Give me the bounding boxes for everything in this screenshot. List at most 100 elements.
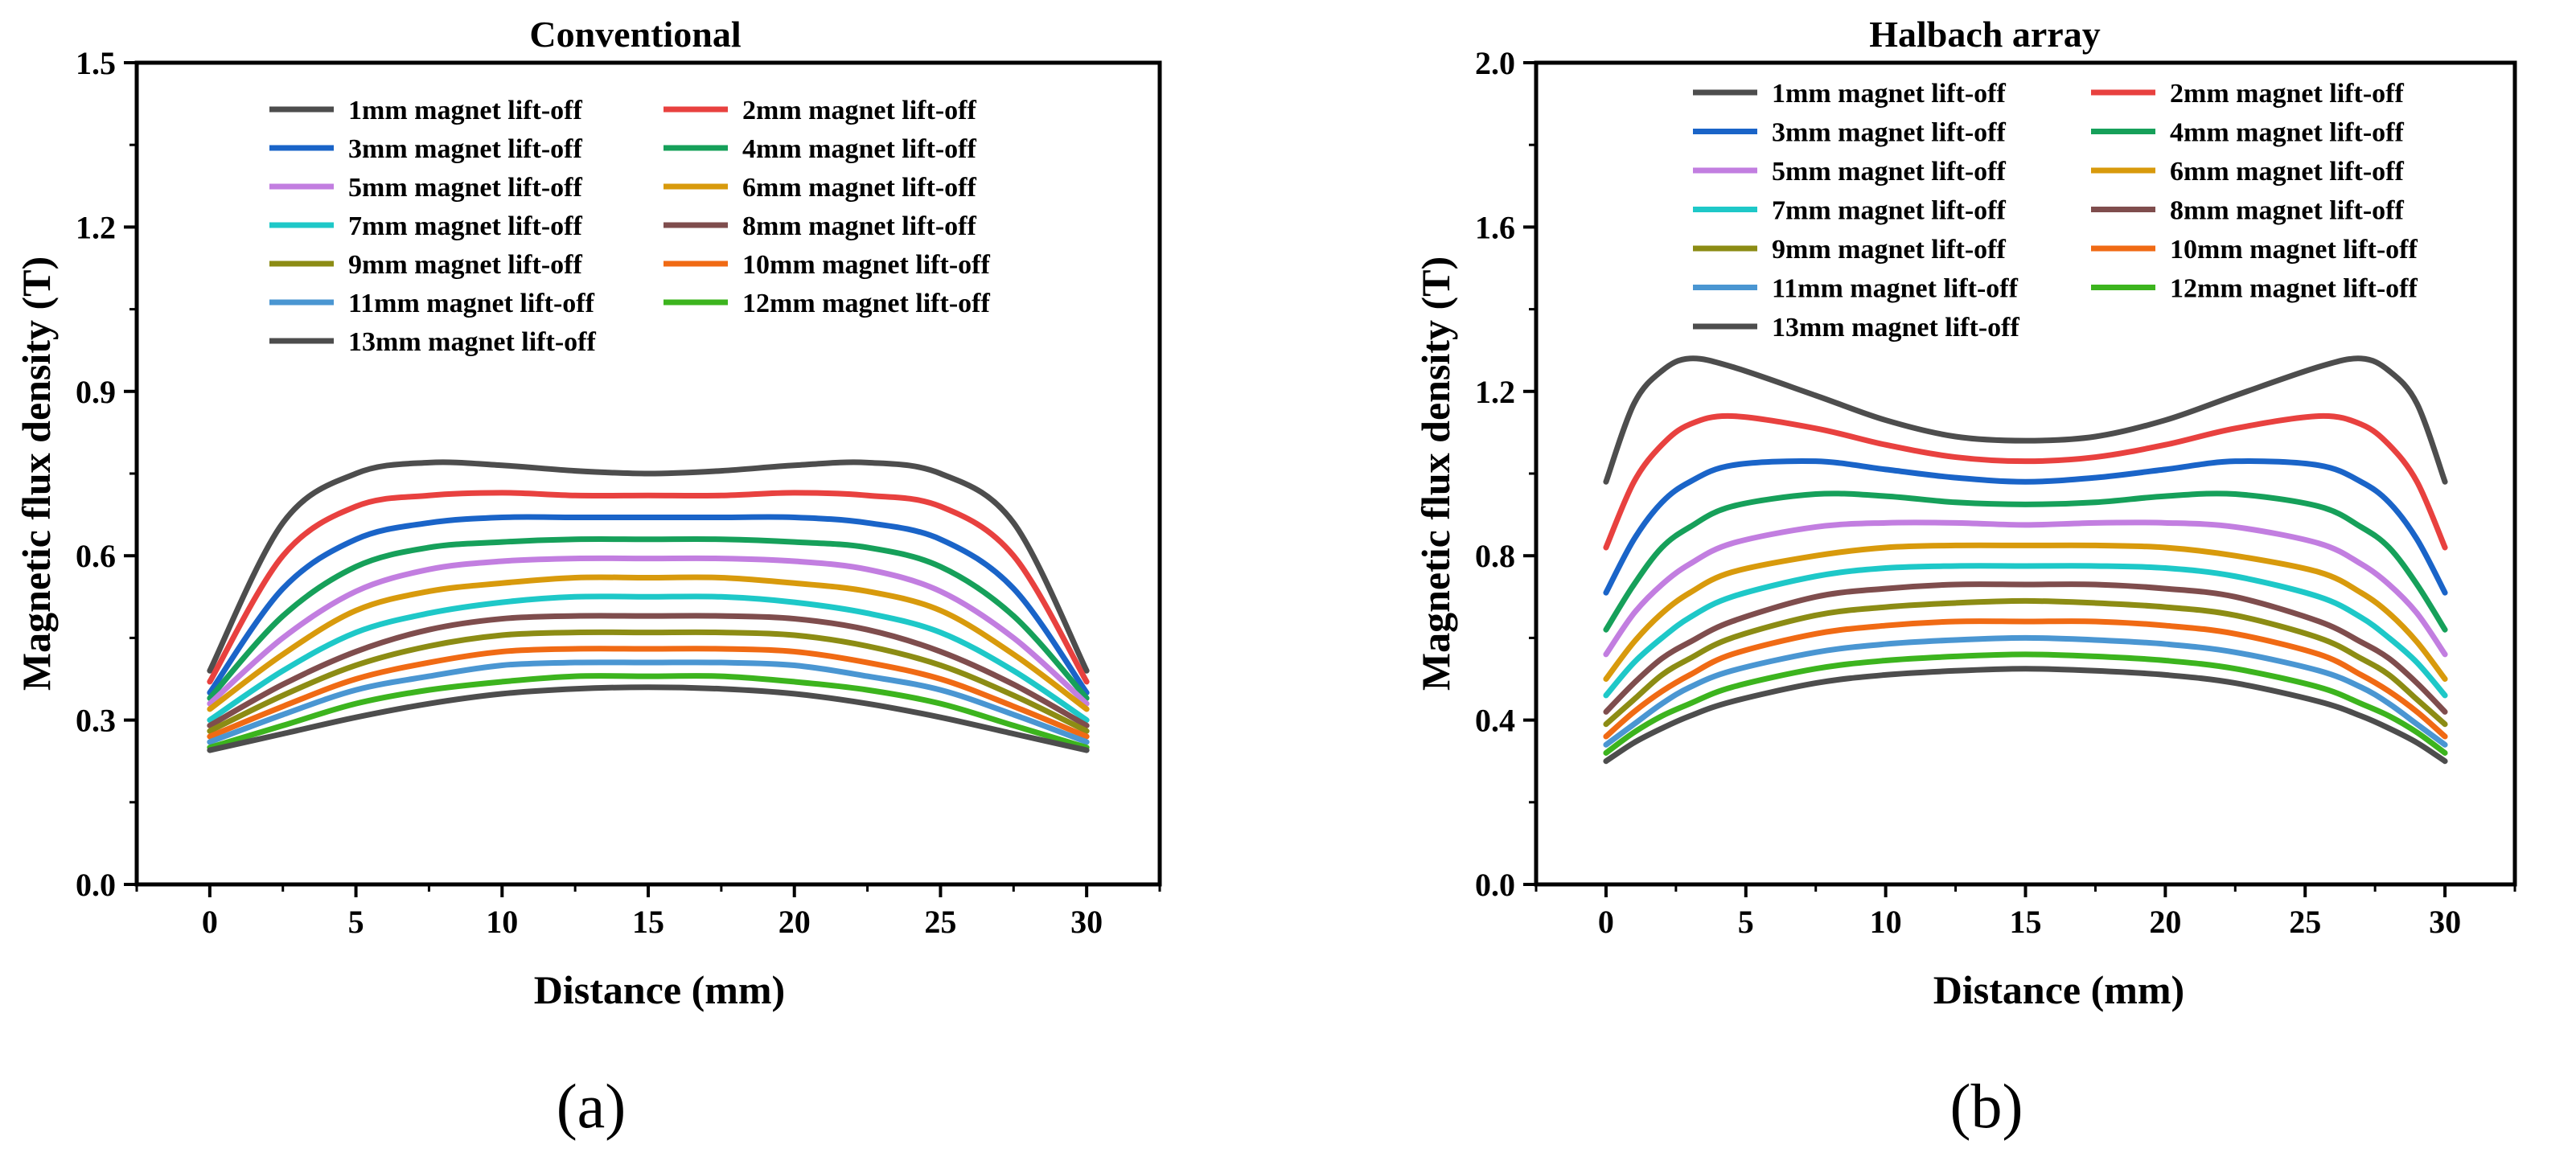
panel-label: (a) (557, 1071, 627, 1141)
series-line-5 (1603, 519, 2448, 658)
y-tick-label: 1.2 (76, 209, 116, 245)
x-axis: 0 5 10 15 20 25 30 (1535, 884, 2516, 940)
legend-label: 4mm magnet lift-off (2170, 118, 2404, 148)
legend-label: 12mm magnet lift-off (2170, 274, 2418, 304)
legend-item: 11mm magnet lift-off (1693, 274, 2019, 304)
series-line-9 (207, 629, 1090, 734)
y-tick-label: 0.9 (76, 374, 116, 410)
series-line-4 (207, 536, 1090, 701)
legend-label: 4mm magnet lift-off (742, 134, 976, 164)
legend-label: 5mm magnet lift-off (348, 173, 582, 203)
y-tick-label: 0.8 (1475, 538, 1515, 574)
x-tick-label: 15 (632, 904, 664, 940)
series-lines (1603, 355, 2448, 765)
x-tick-label: 0 (1598, 904, 1614, 940)
x-tick-label: 30 (2429, 904, 2461, 940)
x-axis-label: Distance (mm) (534, 967, 785, 1012)
legend-item: 3mm magnet lift-off (269, 134, 582, 164)
y-axis-label: Magnetic flux density (T) (14, 256, 59, 691)
legend-label: 1mm magnet lift-off (348, 96, 582, 125)
legend-label: 13mm magnet lift-off (1772, 313, 2019, 343)
legend-label: 2mm magnet lift-off (2170, 79, 2404, 109)
legend-label: 6mm magnet lift-off (2170, 157, 2404, 187)
legend-item: 7mm magnet lift-off (269, 211, 582, 241)
panel-label: (b) (1950, 1071, 2023, 1141)
y-axis-label: Magnetic flux density (T) (1413, 256, 1458, 691)
legend-label: 13mm magnet lift-off (348, 327, 596, 357)
legend-item: 8mm magnet lift-off (664, 211, 976, 241)
legend-item: 8mm magnet lift-off (2091, 196, 2404, 226)
legend-item: 11mm magnet lift-off (269, 289, 595, 318)
series-line-11 (207, 659, 1090, 745)
x-axis: 0 5 10 15 20 25 30 (135, 884, 1161, 940)
legend-label: 11mm magnet lift-off (1772, 274, 2019, 304)
series-line-8 (207, 613, 1090, 728)
legend-item: 2mm magnet lift-off (664, 96, 976, 125)
legend-item: 9mm magnet lift-off (1693, 235, 2006, 265)
legend-item: 5mm magnet lift-off (1693, 157, 2006, 187)
legend-label: 10mm magnet lift-off (742, 250, 990, 280)
series-line-13 (1603, 666, 2448, 765)
y-tick-label: 0.3 (76, 703, 116, 739)
y-tick-label: 0.6 (76, 538, 116, 574)
legend-label: 7mm magnet lift-off (1772, 196, 2006, 226)
series-line-6 (207, 574, 1090, 712)
legend-label: 6mm magnet lift-off (742, 173, 976, 203)
y-tick-label: 1.5 (76, 45, 116, 81)
legend-label: 3mm magnet lift-off (348, 134, 582, 164)
legend-item: 13mm magnet lift-off (269, 327, 596, 357)
series-line-10 (207, 646, 1090, 740)
x-tick-label: 10 (486, 904, 518, 940)
legend-item: 1mm magnet lift-off (1693, 79, 2006, 109)
chart-title: Halbach array (1869, 14, 2100, 55)
series-line-11 (1603, 634, 2448, 748)
x-tick-label: 20 (779, 904, 811, 940)
legend-label: 3mm magnet lift-off (1772, 118, 2006, 148)
legend-item: 6mm magnet lift-off (664, 173, 976, 203)
series-line-12 (1603, 651, 2448, 756)
y-axis: 0.0 0.3 0.6 0.9 1.2 1.5 (76, 45, 137, 903)
legend-label: 1mm magnet lift-off (1772, 79, 2006, 109)
y-tick-label: 1.2 (1475, 374, 1515, 410)
x-tick-label: 15 (2010, 904, 2042, 940)
legend-item: 1mm magnet lift-off (269, 96, 582, 125)
x-tick-label: 25 (924, 904, 956, 940)
legend-label: 12mm magnet lift-off (742, 289, 990, 318)
x-tick-label: 10 (1870, 904, 1902, 940)
legend-item: 6mm magnet lift-off (2091, 157, 2404, 187)
series-line-10 (1603, 618, 2448, 740)
x-tick-label: 20 (2149, 904, 2181, 940)
series-line-2 (1603, 412, 2448, 551)
y-axis: 0.0 0.4 0.8 1.2 1.6 2.0 (1475, 45, 1536, 903)
y-tick-label: 0.0 (76, 867, 116, 903)
series-line-4 (1603, 490, 2448, 633)
legend-item: 2mm magnet lift-off (2091, 79, 2404, 109)
legend-label: 11mm magnet lift-off (348, 289, 595, 318)
series-line-8 (1603, 581, 2448, 715)
series-line-2 (207, 490, 1090, 685)
legend: 1mm magnet lift-off 2mm magnet lift-off 3m… (1693, 79, 2418, 343)
legend-label: 8mm magnet lift-off (742, 211, 976, 241)
series-line-3 (207, 514, 1090, 696)
panel-conventional: Conventional 0.0 0.3 0.6 0.9 1.2 1.5 0 5 10 15 20… (14, 14, 1162, 1141)
x-tick-label: 5 (348, 904, 364, 940)
legend-label: 5mm magnet lift-off (1772, 157, 2006, 187)
series-line-7 (207, 593, 1090, 724)
legend-item: 10mm magnet lift-off (2091, 235, 2418, 265)
legend-item: 13mm magnet lift-off (1693, 313, 2019, 343)
legend-item: 5mm magnet lift-off (269, 173, 582, 203)
legend-item: 12mm magnet lift-off (664, 289, 990, 318)
series-line-12 (207, 673, 1090, 751)
legend-label: 9mm magnet lift-off (348, 250, 582, 280)
legend-item: 10mm magnet lift-off (664, 250, 990, 280)
series-line-6 (1603, 542, 2448, 682)
x-tick-label: 5 (1738, 904, 1754, 940)
legend-item: 3mm magnet lift-off (1693, 118, 2006, 148)
y-tick-label: 2.0 (1475, 45, 1515, 81)
chart-title: Conventional (529, 14, 741, 55)
legend-label: 7mm magnet lift-off (348, 211, 582, 241)
legend: 1mm magnet lift-off 2mm magnet lift-off 3m… (269, 96, 990, 357)
panel-halbach-array: Halbach array 0.0 0.4 0.8 1.2 1.6 2.0 0 5 10 15 2… (1413, 14, 2517, 1141)
legend-item: 4mm magnet lift-off (2091, 118, 2404, 148)
